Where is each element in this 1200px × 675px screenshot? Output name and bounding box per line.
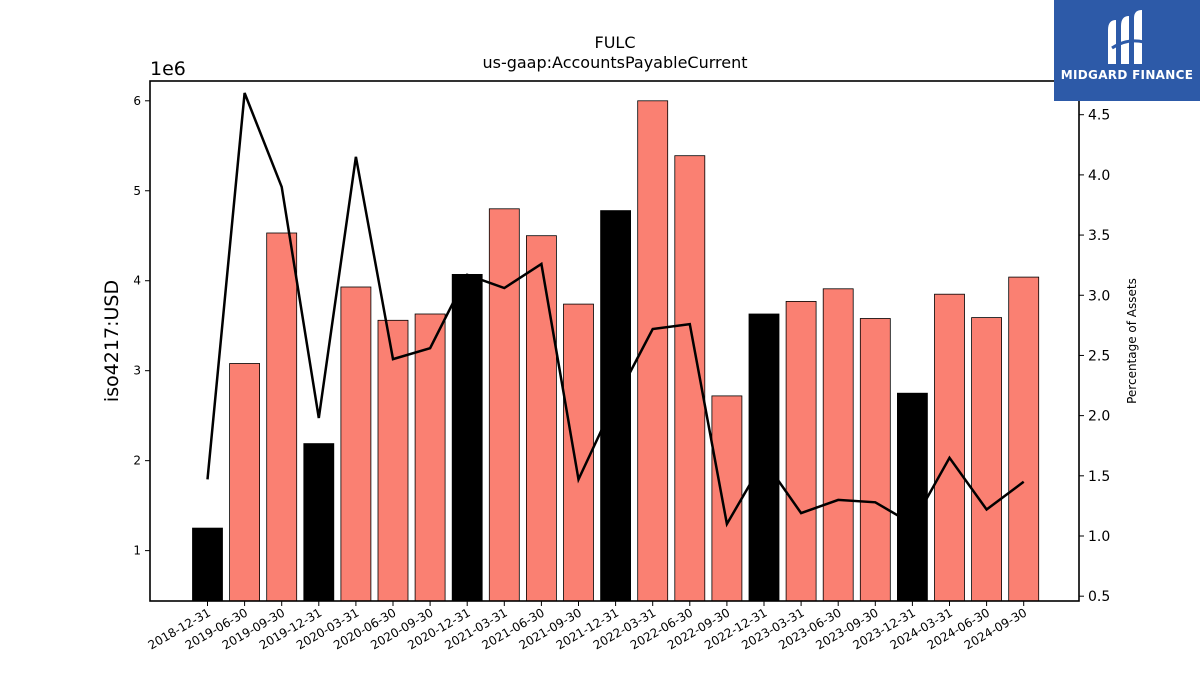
bar-2023-03-31 bbox=[785, 300, 817, 602]
bar-2024-09-30 bbox=[1008, 276, 1040, 602]
y2-tick-label: 2.0 bbox=[1088, 409, 1110, 425]
bar-2021-09-30 bbox=[563, 303, 594, 602]
y2-axis-label: Percentage of Assets bbox=[1125, 278, 1139, 404]
brand-logo: MIDGARD FINANCE bbox=[1054, 0, 1200, 101]
bar-2020-03-31 bbox=[340, 286, 372, 602]
y-tick-label: 4 bbox=[133, 274, 141, 288]
bar-2019-06-30 bbox=[229, 363, 261, 602]
bar-2022-09-30 bbox=[711, 395, 743, 602]
y-tick-label: 5 bbox=[133, 184, 141, 198]
y-tick-label: 3 bbox=[133, 364, 141, 378]
bar-2023-06-30 bbox=[822, 288, 854, 602]
bar-2023-12-31 bbox=[897, 392, 928, 602]
y2-tick-label: 4.5 bbox=[1088, 108, 1110, 124]
y2-tick-label: 3.0 bbox=[1088, 288, 1110, 304]
midgard-logo-icon bbox=[1108, 10, 1145, 64]
plot-frame bbox=[149, 80, 1080, 602]
y2-axis-ticks: 0.5 1.0 1.5 2.0 2.5 3.0 3.5 4.0 4.5 bbox=[1079, 108, 1110, 605]
y-offset-label: 1e6 bbox=[150, 58, 186, 80]
y2-tick-label: 4.0 bbox=[1088, 168, 1110, 184]
percentage-of-assets-line bbox=[206, 92, 1025, 528]
y2-tick-label: 2.5 bbox=[1088, 348, 1110, 364]
brand-name: MIDGARD FINANCE bbox=[1060, 68, 1194, 82]
y2-tick-label: 0.5 bbox=[1088, 589, 1110, 605]
bar-2021-03-31 bbox=[488, 208, 520, 602]
chart-title: FULC bbox=[595, 33, 636, 52]
chart-subtitle: us-gaap:AccountsPayableCurrent bbox=[482, 53, 747, 72]
bar-2019-09-30 bbox=[266, 232, 298, 602]
y-tick-label: 1 bbox=[133, 544, 141, 558]
y-tick-label: 6 bbox=[133, 94, 141, 108]
y2-tick-label: 1.0 bbox=[1088, 529, 1110, 545]
y-axis-label: iso4217:USD bbox=[101, 280, 123, 402]
y-axis-ticks: 1 2 3 4 5 6 bbox=[133, 94, 150, 558]
y2-tick-label: 1.5 bbox=[1088, 469, 1110, 485]
bar-2023-09-30 bbox=[859, 318, 891, 602]
bar-2020-09-30 bbox=[414, 313, 446, 602]
bar-2021-06-30 bbox=[526, 235, 557, 602]
bar-2022-12-31 bbox=[748, 313, 780, 602]
bar-2021-12-31 bbox=[600, 210, 631, 602]
y2-tick-label: 3.5 bbox=[1088, 228, 1110, 244]
bar-2019-12-31 bbox=[303, 443, 335, 602]
x-axis-ticks: 2018-12-312019-06-302019-09-302019-12-31… bbox=[146, 601, 1029, 652]
bar-2022-03-31 bbox=[637, 100, 669, 602]
bar-2020-06-30 bbox=[377, 319, 409, 602]
bar-2024-03-31 bbox=[934, 293, 965, 602]
bar-2020-12-31 bbox=[451, 273, 483, 602]
bar-2024-06-30 bbox=[971, 317, 1002, 602]
bar-2018-12-31 bbox=[192, 527, 223, 602]
bar-series bbox=[192, 100, 1040, 602]
y-tick-label: 2 bbox=[133, 454, 141, 468]
